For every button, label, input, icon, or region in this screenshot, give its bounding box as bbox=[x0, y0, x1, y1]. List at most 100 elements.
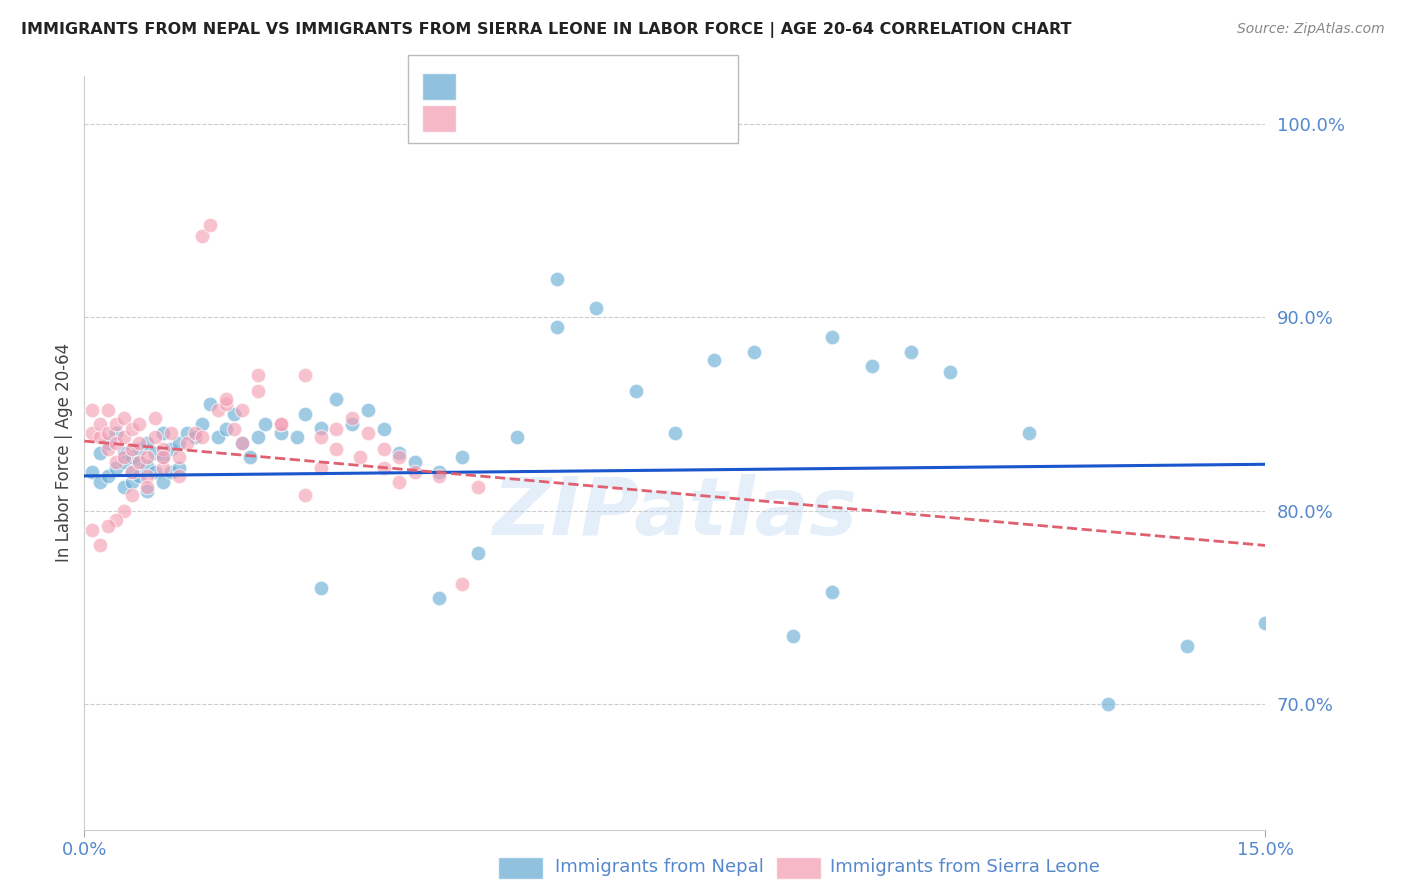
Point bbox=[388, 450, 411, 464]
Point bbox=[1097, 697, 1119, 711]
Point bbox=[121, 442, 143, 456]
Point bbox=[742, 345, 765, 359]
Point bbox=[112, 430, 135, 444]
Point bbox=[427, 465, 450, 479]
Point bbox=[294, 368, 316, 383]
Point bbox=[294, 407, 316, 421]
Point bbox=[664, 426, 686, 441]
Text: R =: R = bbox=[463, 110, 502, 128]
Point bbox=[467, 480, 489, 494]
Text: Immigrants from Sierra Leone: Immigrants from Sierra Leone bbox=[830, 858, 1099, 876]
Point bbox=[82, 426, 104, 441]
Point bbox=[183, 426, 205, 441]
Point bbox=[128, 455, 150, 469]
Point bbox=[104, 455, 127, 469]
Point bbox=[97, 436, 120, 450]
Point bbox=[222, 422, 245, 436]
Point bbox=[200, 397, 222, 411]
Point bbox=[939, 364, 962, 378]
Point bbox=[167, 436, 190, 450]
Text: Source: ZipAtlas.com: Source: ZipAtlas.com bbox=[1237, 22, 1385, 37]
Point bbox=[309, 430, 332, 444]
Point bbox=[160, 442, 183, 456]
Point bbox=[246, 384, 269, 398]
Point bbox=[546, 271, 568, 285]
Point bbox=[325, 392, 347, 406]
Point bbox=[207, 403, 229, 417]
Point bbox=[325, 422, 347, 436]
Point bbox=[703, 352, 725, 367]
Point bbox=[231, 436, 253, 450]
Point bbox=[89, 430, 111, 444]
Point bbox=[152, 442, 174, 456]
Point bbox=[373, 442, 395, 456]
Point bbox=[152, 426, 174, 441]
Point bbox=[112, 503, 135, 517]
Text: N =: N = bbox=[589, 110, 628, 128]
Point bbox=[176, 426, 198, 441]
Point bbox=[451, 577, 474, 591]
Point bbox=[191, 430, 214, 444]
Point bbox=[200, 218, 222, 232]
Point bbox=[152, 475, 174, 489]
Point bbox=[143, 410, 166, 425]
Point bbox=[467, 546, 489, 560]
Point bbox=[121, 465, 143, 479]
Point bbox=[404, 455, 426, 469]
Point bbox=[143, 445, 166, 459]
Text: 0.021: 0.021 bbox=[516, 78, 572, 95]
Point bbox=[388, 445, 411, 459]
Point bbox=[121, 465, 143, 479]
Point bbox=[373, 422, 395, 436]
Point bbox=[152, 461, 174, 475]
Point bbox=[82, 523, 104, 537]
Point bbox=[357, 426, 380, 441]
Point bbox=[128, 442, 150, 456]
Point bbox=[207, 430, 229, 444]
Point bbox=[191, 417, 214, 431]
Point bbox=[270, 426, 292, 441]
Point bbox=[104, 461, 127, 475]
Point bbox=[136, 436, 159, 450]
Point bbox=[112, 480, 135, 494]
Point bbox=[136, 480, 159, 494]
Point bbox=[152, 450, 174, 464]
Point bbox=[340, 417, 363, 431]
Point bbox=[821, 329, 844, 343]
Text: Immigrants from Nepal: Immigrants from Nepal bbox=[555, 858, 765, 876]
Point bbox=[1175, 639, 1198, 653]
Point bbox=[112, 445, 135, 459]
Point bbox=[782, 629, 804, 643]
Point bbox=[104, 436, 127, 450]
Y-axis label: In Labor Force | Age 20-64: In Labor Force | Age 20-64 bbox=[55, 343, 73, 562]
Point bbox=[191, 229, 214, 244]
Point bbox=[128, 468, 150, 483]
Point bbox=[104, 513, 127, 527]
Point bbox=[167, 468, 190, 483]
Point bbox=[270, 417, 292, 431]
Point bbox=[176, 436, 198, 450]
Point bbox=[546, 320, 568, 334]
Point bbox=[309, 581, 332, 595]
Point bbox=[143, 430, 166, 444]
Point bbox=[167, 450, 190, 464]
Point bbox=[112, 450, 135, 464]
Point bbox=[1018, 426, 1040, 441]
Point bbox=[89, 475, 111, 489]
Point bbox=[585, 301, 607, 315]
Point bbox=[254, 417, 277, 431]
Point bbox=[215, 422, 238, 436]
Point bbox=[388, 475, 411, 489]
Point bbox=[451, 450, 474, 464]
Point bbox=[82, 403, 104, 417]
Point bbox=[231, 403, 253, 417]
Point bbox=[404, 465, 426, 479]
Point bbox=[309, 461, 332, 475]
Text: N =: N = bbox=[589, 78, 628, 95]
Point bbox=[82, 465, 104, 479]
Point bbox=[167, 461, 190, 475]
Point bbox=[89, 538, 111, 552]
Point bbox=[136, 484, 159, 499]
Point bbox=[160, 465, 183, 479]
Point bbox=[357, 403, 380, 417]
